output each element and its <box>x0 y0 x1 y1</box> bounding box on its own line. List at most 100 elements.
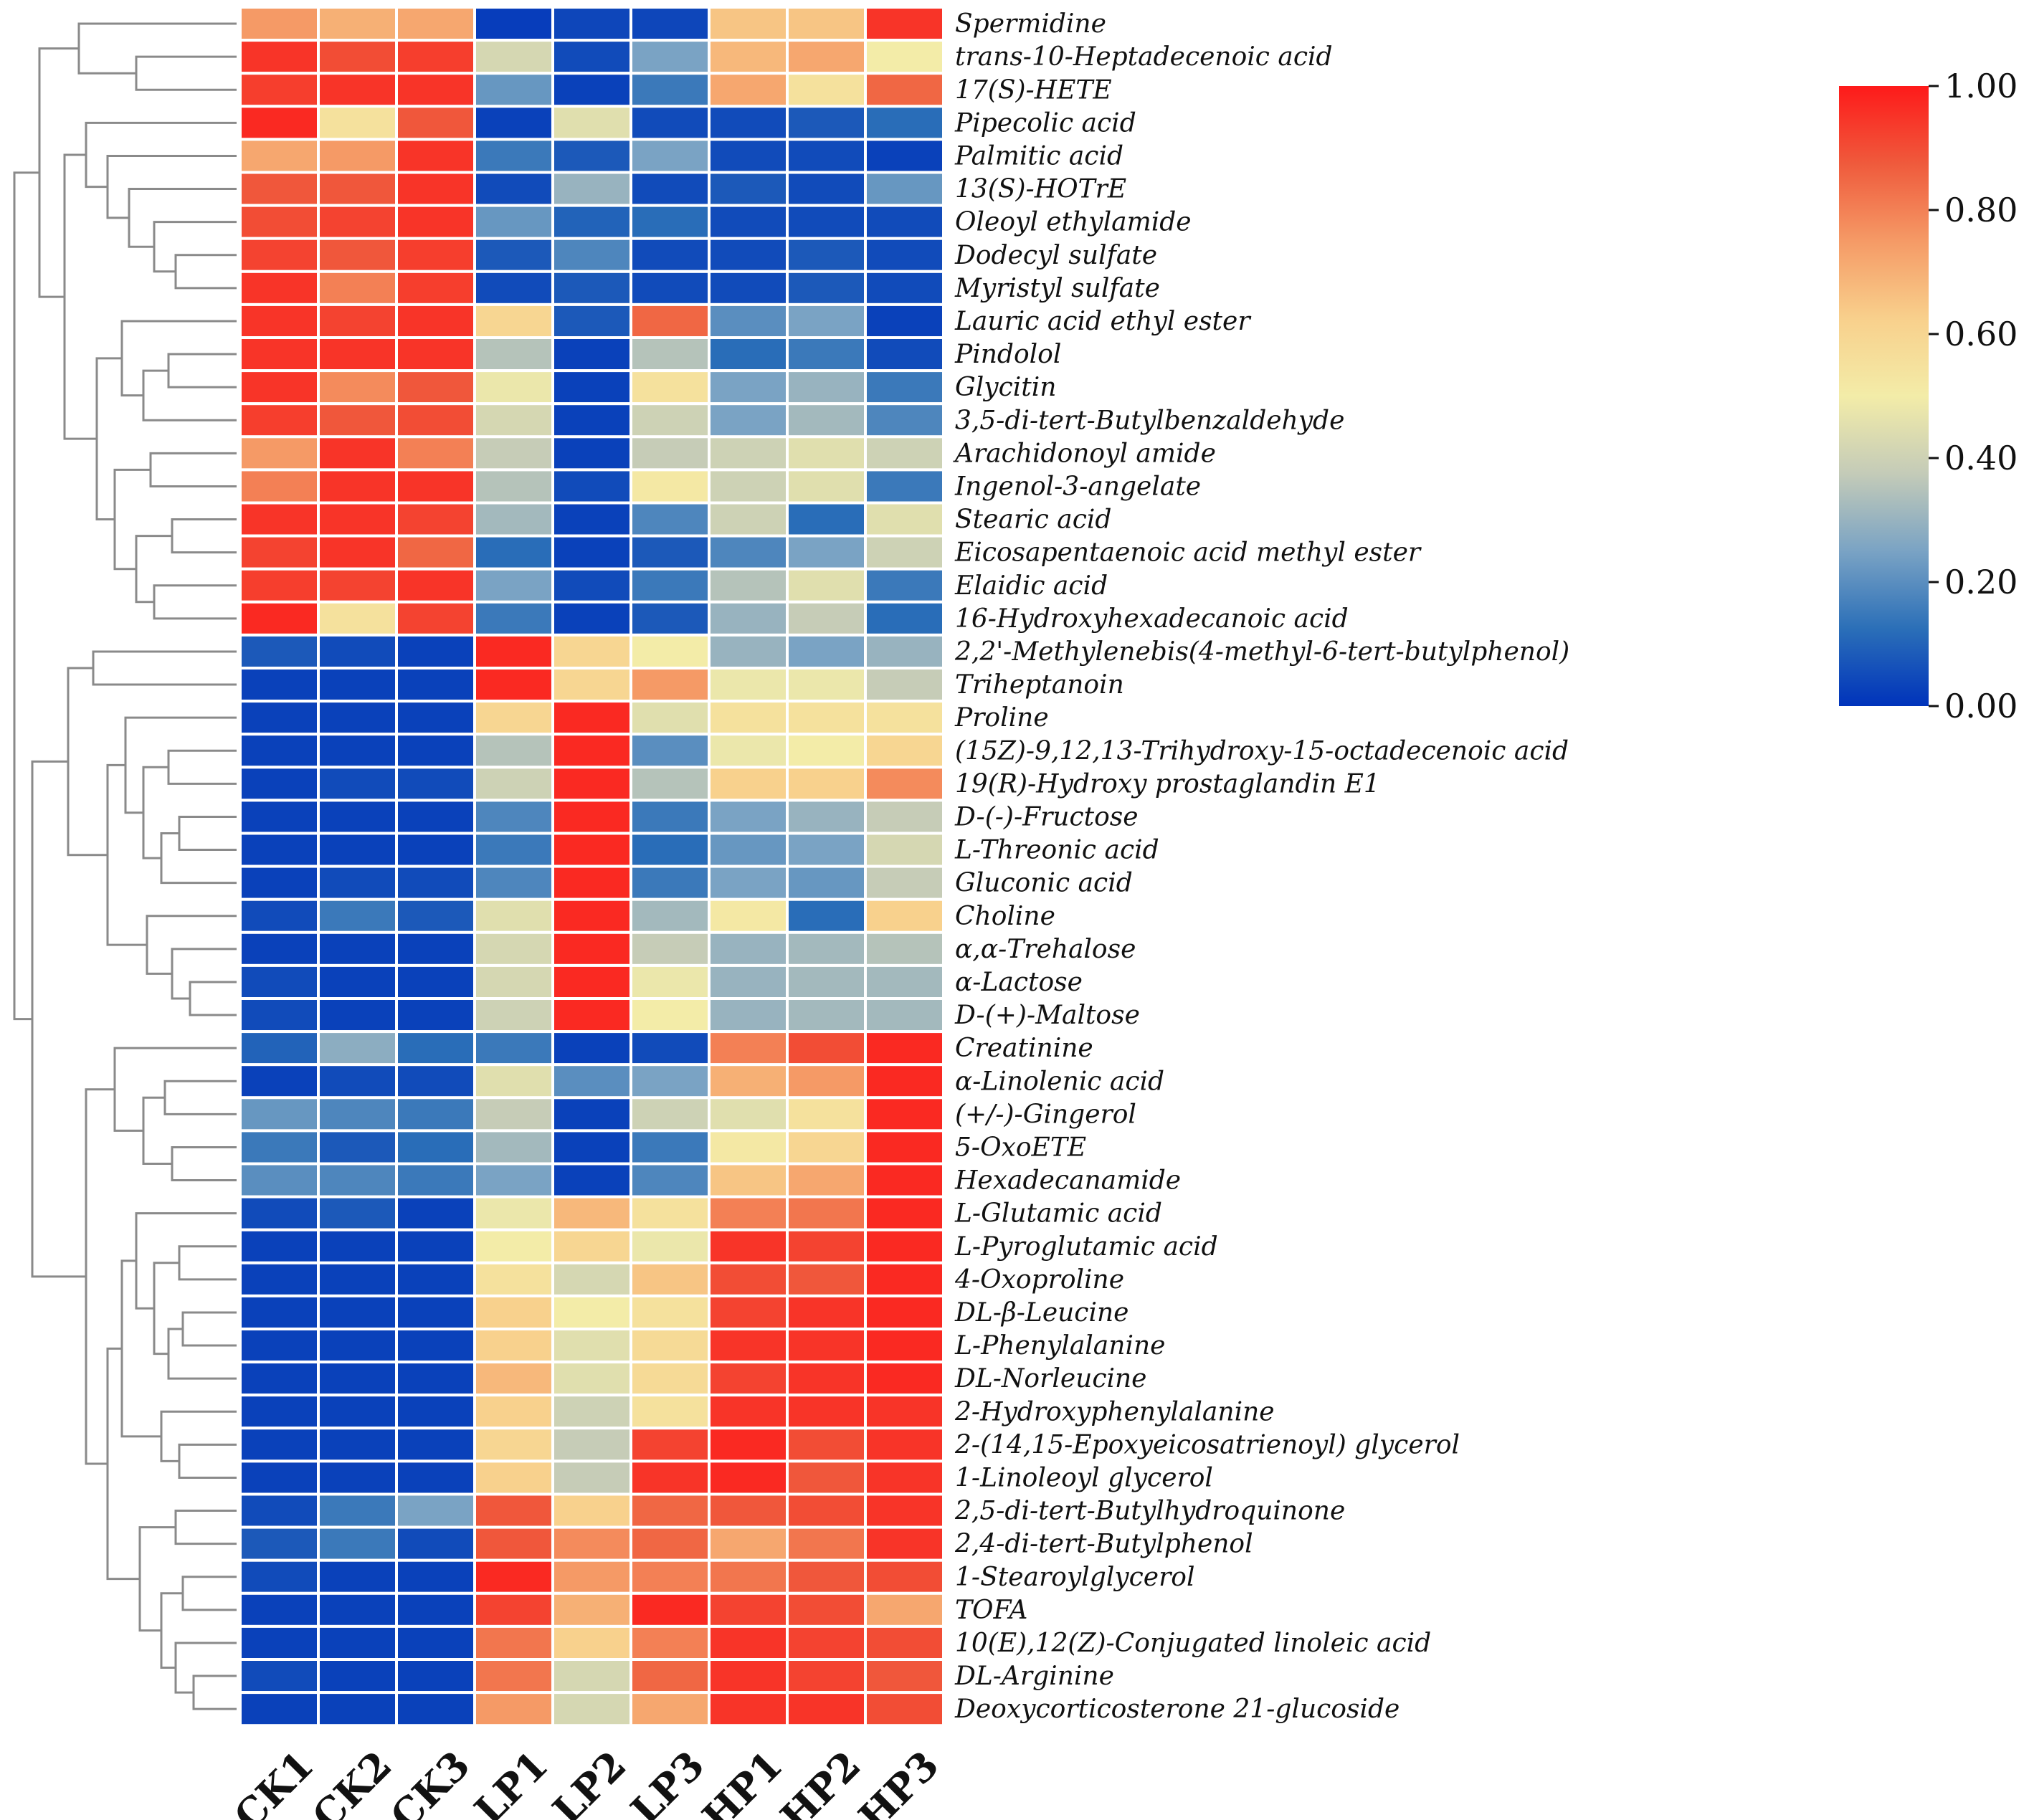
heatmap-cell <box>786 897 867 934</box>
heatmap-cell <box>629 1096 711 1133</box>
heatmap-cell <box>473 1393 554 1430</box>
heatmap-cell <box>239 369 320 406</box>
heatmap-cell <box>395 468 476 505</box>
dendrogram-link <box>153 584 237 620</box>
heatmap-cell <box>473 897 554 934</box>
row-label: Spermidine <box>955 9 1106 39</box>
heatmap-cell <box>708 1294 789 1331</box>
heatmap-cell <box>708 1525 789 1562</box>
heatmap-cell <box>629 600 711 637</box>
heatmap-cell <box>239 567 320 604</box>
dendrogram-link <box>174 1642 237 1694</box>
heatmap-cell <box>708 766 789 802</box>
heatmap-cell <box>473 302 554 339</box>
heatmap-cell <box>708 6 789 42</box>
heatmap-cell <box>786 435 867 472</box>
heatmap-cell <box>551 600 632 637</box>
heatmap-cell <box>473 1624 554 1661</box>
heatmap-cell <box>629 6 711 42</box>
heatmap-cell <box>473 204 554 240</box>
dendrogram-link <box>124 716 237 814</box>
heatmap-cell <box>317 302 398 339</box>
dendrogram-link <box>160 1410 237 1462</box>
row-label: 17(S)-HETE <box>955 75 1112 105</box>
heatmap-cell <box>708 700 789 736</box>
dendrogram-link <box>120 320 237 397</box>
heatmap-cell <box>395 667 476 703</box>
heatmap-cell <box>864 270 945 306</box>
heatmap-cell <box>239 204 320 240</box>
heatmap-cell <box>864 733 945 769</box>
heatmap-cell <box>708 864 789 901</box>
heatmap-cell <box>395 1030 476 1067</box>
dendrogram-link <box>167 749 237 785</box>
heatmap-cell <box>551 1096 632 1133</box>
heatmap-cell <box>551 700 632 736</box>
heatmap-cell <box>239 1228 320 1264</box>
heatmap-cell <box>395 1195 476 1231</box>
heatmap-cell <box>239 1691 320 1728</box>
heatmap-cell <box>239 633 320 670</box>
heatmap-cell <box>786 468 867 505</box>
heatmap-cell <box>395 600 476 637</box>
heatmap-cell <box>708 1459 789 1496</box>
heatmap-cell <box>317 435 398 472</box>
row-label: DL-Norleucine <box>954 1364 1147 1393</box>
heatmap-cell <box>317 1261 398 1297</box>
heatmap-cell <box>239 1658 320 1695</box>
heatmap-cell <box>551 1361 632 1397</box>
row-label: L-Pyroglutamic acid <box>954 1232 1218 1262</box>
dendrogram-link <box>167 353 237 389</box>
colorbar-tick-label: 0.80 <box>1944 191 2018 229</box>
row-label: DL-β-Leucine <box>954 1298 1128 1328</box>
heatmap-cell <box>473 1691 554 1728</box>
heatmap-cell <box>239 963 320 1001</box>
heatmap-cell <box>864 1361 945 1397</box>
heatmap-cell <box>629 270 711 306</box>
heatmap-cell <box>239 237 320 273</box>
heatmap-cell <box>473 667 554 703</box>
dendrogram-link <box>174 1510 237 1545</box>
heatmap-cell <box>395 963 476 1001</box>
heatmap-cell <box>395 1393 476 1430</box>
heatmap-cell <box>786 667 867 703</box>
dendrogram-link <box>113 468 151 571</box>
heatmap-cell <box>629 1228 711 1264</box>
dendrogram-link <box>181 1576 237 1611</box>
heatmap-cell <box>317 700 398 736</box>
heatmap-cell <box>473 39 554 75</box>
heatmap-cell <box>473 1063 554 1100</box>
heatmap-cell <box>317 963 398 1001</box>
heatmap-cell <box>473 567 554 604</box>
heatmap-cell <box>708 1426 789 1463</box>
heatmap-cell <box>551 832 632 868</box>
heatmap-cell <box>786 766 867 802</box>
heatmap-cell <box>864 1459 945 1496</box>
heatmap-cell <box>317 997 398 1034</box>
heatmap-cell <box>317 1393 398 1430</box>
heatmap-cell <box>239 435 320 472</box>
heatmap-cell <box>395 700 476 736</box>
heatmap-cell <box>395 270 476 306</box>
heatmap-cell <box>317 667 398 703</box>
heatmap-cell <box>317 1426 398 1463</box>
heatmap-cell <box>786 1393 867 1430</box>
heatmap-cell <box>786 1492 867 1529</box>
colorbar-tick-label: 0.40 <box>1944 439 2018 477</box>
heatmap-cell <box>473 72 554 108</box>
dendrogram-link <box>181 1311 237 1347</box>
heatmap-cell <box>473 1096 554 1133</box>
heatmap-cell <box>708 1393 789 1430</box>
heatmap-cell <box>786 1096 867 1133</box>
heatmap-cell <box>395 930 476 967</box>
heatmap-cell <box>864 567 945 604</box>
heatmap-cell <box>317 72 398 108</box>
heatmap-cell <box>864 1591 945 1628</box>
heatmap-cell <box>864 667 945 703</box>
heatmap-cell <box>864 6 945 42</box>
heatmap-cell <box>864 369 945 406</box>
heatmap-cell <box>551 1492 632 1529</box>
heatmap-cell <box>864 1393 945 1430</box>
heatmap-cell <box>317 1624 398 1661</box>
heatmap-cell <box>317 1294 398 1331</box>
